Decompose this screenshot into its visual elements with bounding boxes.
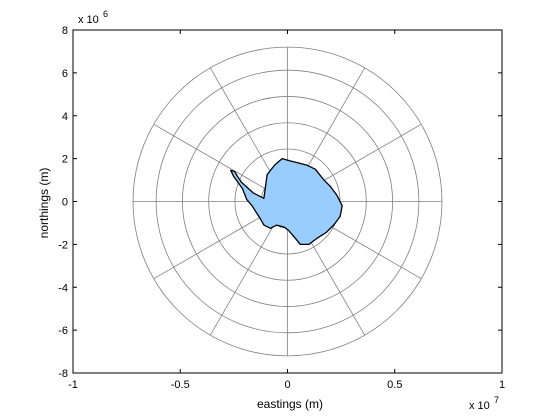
y-exponent-base: x 10	[78, 14, 99, 26]
y-tick-label: 6	[62, 68, 68, 80]
x-exponent-base: x 10	[469, 400, 490, 412]
y-exponent-power: 6	[103, 9, 108, 19]
x-tick-label: 0	[284, 379, 290, 391]
y-tick-label: 4	[62, 111, 68, 123]
x-tick-label: 0.5	[387, 379, 402, 391]
x-exponent-power: 7	[494, 395, 499, 405]
y-tick-label: 2	[62, 154, 68, 166]
y-tick-label: -4	[58, 282, 68, 294]
x-tick-label: 1	[499, 379, 505, 391]
y-tick-label: -2	[58, 239, 68, 251]
x-tick-label: -1	[68, 379, 78, 391]
x-axis-label: eastings (m)	[257, 397, 323, 411]
y-tick-label: 8	[62, 25, 68, 37]
y-tick-label: -6	[58, 325, 68, 337]
x-tick-label: -0.5	[171, 379, 190, 391]
y-tick-label: -8	[58, 368, 68, 380]
y-axis-label: northings (m)	[37, 168, 51, 239]
y-tick-label: 0	[62, 197, 68, 209]
